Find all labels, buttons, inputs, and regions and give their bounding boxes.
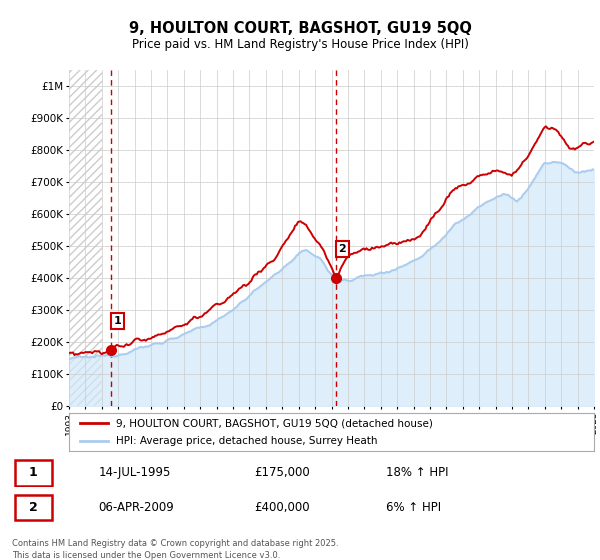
Text: 2: 2 bbox=[338, 244, 346, 254]
Text: 06-APR-2009: 06-APR-2009 bbox=[98, 501, 174, 514]
Text: Contains HM Land Registry data © Crown copyright and database right 2025.
This d: Contains HM Land Registry data © Crown c… bbox=[12, 539, 338, 559]
Text: 2: 2 bbox=[29, 501, 38, 514]
Text: Price paid vs. HM Land Registry's House Price Index (HPI): Price paid vs. HM Land Registry's House … bbox=[131, 38, 469, 51]
Text: 1: 1 bbox=[29, 466, 38, 479]
Text: HPI: Average price, detached house, Surrey Heath: HPI: Average price, detached house, Surr… bbox=[116, 436, 378, 446]
Text: 6% ↑ HPI: 6% ↑ HPI bbox=[386, 501, 442, 514]
Text: 9, HOULTON COURT, BAGSHOT, GU19 5QQ: 9, HOULTON COURT, BAGSHOT, GU19 5QQ bbox=[128, 21, 472, 36]
Text: 9, HOULTON COURT, BAGSHOT, GU19 5QQ (detached house): 9, HOULTON COURT, BAGSHOT, GU19 5QQ (det… bbox=[116, 418, 433, 428]
Text: 14-JUL-1995: 14-JUL-1995 bbox=[98, 466, 171, 479]
Text: £175,000: £175,000 bbox=[254, 466, 310, 479]
Text: 1: 1 bbox=[113, 316, 121, 326]
Text: £400,000: £400,000 bbox=[254, 501, 310, 514]
Text: 18% ↑ HPI: 18% ↑ HPI bbox=[386, 466, 449, 479]
